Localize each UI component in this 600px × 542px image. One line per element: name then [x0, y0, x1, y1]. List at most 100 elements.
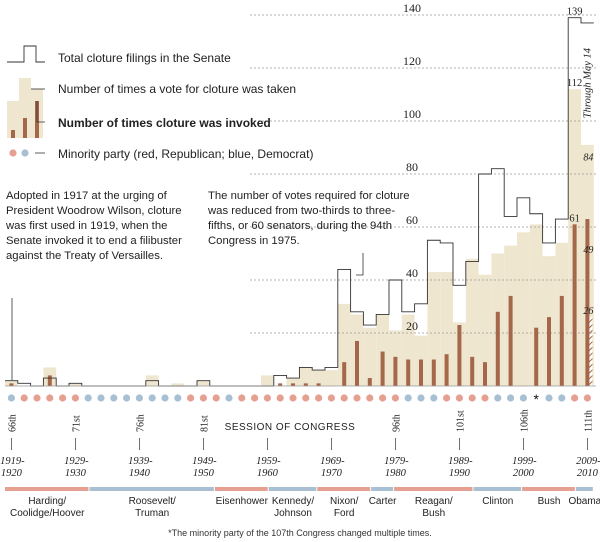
president-name: Bush: [422, 508, 445, 519]
president-name: Nixon/: [330, 496, 359, 507]
invoked-bar: [9, 383, 14, 386]
minority-dot: [417, 394, 425, 402]
minority-dot: [97, 394, 105, 402]
congress-years: 1930: [65, 468, 87, 479]
congress-years: 1929-: [64, 456, 89, 467]
congress-tick-label: 66th: [7, 414, 18, 432]
vote-bar: [427, 272, 441, 386]
invoked-bar: [495, 311, 500, 386]
minority-dot: [263, 394, 271, 402]
minority-dot: [20, 394, 28, 402]
data-label: 26: [583, 306, 593, 317]
vote-bar: [401, 314, 415, 386]
invoked-bar: [303, 383, 308, 386]
minority-dot: [481, 394, 489, 402]
vote-bar: [197, 380, 210, 386]
president-name: Roosevelt/: [129, 496, 176, 507]
president-name: Bush: [538, 496, 561, 507]
invoked-bar: [470, 356, 475, 386]
vote-bar: [69, 383, 82, 386]
legend-democrat-dot: [21, 149, 29, 157]
vote-bar: [440, 272, 453, 386]
minority-dot: [71, 394, 79, 402]
minority-dot: [238, 394, 246, 402]
legend-filings-label: Total cloture filings in the Senate: [58, 51, 231, 65]
vote-bar: [261, 375, 274, 386]
congress-years: 1919-: [0, 456, 25, 467]
data-label: 61: [569, 213, 580, 224]
data-label: 139: [567, 7, 583, 18]
invoked-bar: [572, 224, 577, 386]
minority-dot: [366, 394, 374, 402]
congress-tick-label: 111th: [583, 410, 594, 432]
president-name: Eisenhower: [216, 496, 269, 507]
invoked-bar: [444, 354, 449, 386]
invoked-bar: [457, 325, 462, 386]
vote-bar: [286, 378, 300, 386]
president-bar: [371, 487, 394, 491]
vote-bar: [465, 258, 479, 386]
minority-dot: [110, 394, 118, 402]
minority-dot: [430, 394, 438, 402]
minority-dot: [443, 394, 451, 402]
invoked-bar: [367, 378, 372, 386]
president-name: Obama: [568, 496, 600, 507]
congress-tick-label: 106th: [519, 409, 530, 432]
president-bar: [473, 487, 522, 491]
minority-dot: [340, 394, 348, 402]
minority-dot: [468, 394, 476, 402]
congress-years: 1999-: [512, 456, 537, 467]
minority-dot: [507, 394, 515, 402]
x-axis-label: SESSION OF CONGRESS: [225, 422, 356, 433]
y-tick-label: 20: [406, 319, 418, 333]
minority-dot: [84, 394, 92, 402]
president-bar: [214, 487, 268, 491]
congress-years: 1949-: [192, 456, 217, 467]
invoked-bar: [431, 359, 436, 386]
president-name: Ford: [334, 508, 355, 519]
minority-dot: [455, 394, 463, 402]
minority-dot: [33, 394, 41, 402]
minority-dot: [494, 394, 502, 402]
y-tick-label: 60: [406, 213, 418, 227]
vote-bar: [312, 370, 325, 386]
congress-years: 2009-: [576, 456, 600, 467]
president-name: Harding/: [28, 496, 66, 507]
minority-dot: [199, 394, 207, 402]
data-label: 84: [583, 152, 593, 163]
vote-bar: [325, 370, 338, 386]
invoked-bar: [547, 317, 551, 386]
through-label: Through May 14: [582, 47, 593, 118]
minority-dot: [46, 394, 54, 402]
minority-dot: [174, 394, 182, 402]
minority-dot: [289, 394, 297, 402]
vote-bar: [376, 314, 389, 386]
minority-dot: [545, 394, 553, 402]
invoked-bar: [316, 383, 321, 386]
president-bar: [317, 487, 371, 491]
minority-dot: [327, 394, 335, 402]
congress-years: 1969-: [320, 456, 345, 467]
invoked-bar: [393, 356, 398, 386]
legend-filings-line: [7, 45, 45, 63]
minority-dot: [225, 394, 233, 402]
minority-dot: [161, 394, 169, 402]
invoked-bar: [419, 359, 423, 386]
y-tick-label: 120: [403, 54, 421, 68]
congress-tick-label: 96th: [391, 414, 402, 432]
congress-years: 2000: [513, 468, 535, 479]
minority-dot: [7, 394, 15, 402]
congress-years: 1990: [449, 468, 471, 479]
invoked-bar: [508, 295, 513, 386]
congress-years: 1950: [193, 468, 215, 479]
data-label: 112: [567, 78, 582, 89]
invoked-bar: [342, 362, 347, 386]
president-name: Reagan/: [415, 496, 453, 507]
congress-years: 1989-: [448, 456, 473, 467]
president-bar: [522, 487, 575, 491]
congress-years: 1920: [1, 468, 23, 479]
minority-dot: [519, 394, 528, 402]
congress-tick-label: 76th: [135, 414, 146, 432]
invoked-bar: [278, 383, 283, 386]
